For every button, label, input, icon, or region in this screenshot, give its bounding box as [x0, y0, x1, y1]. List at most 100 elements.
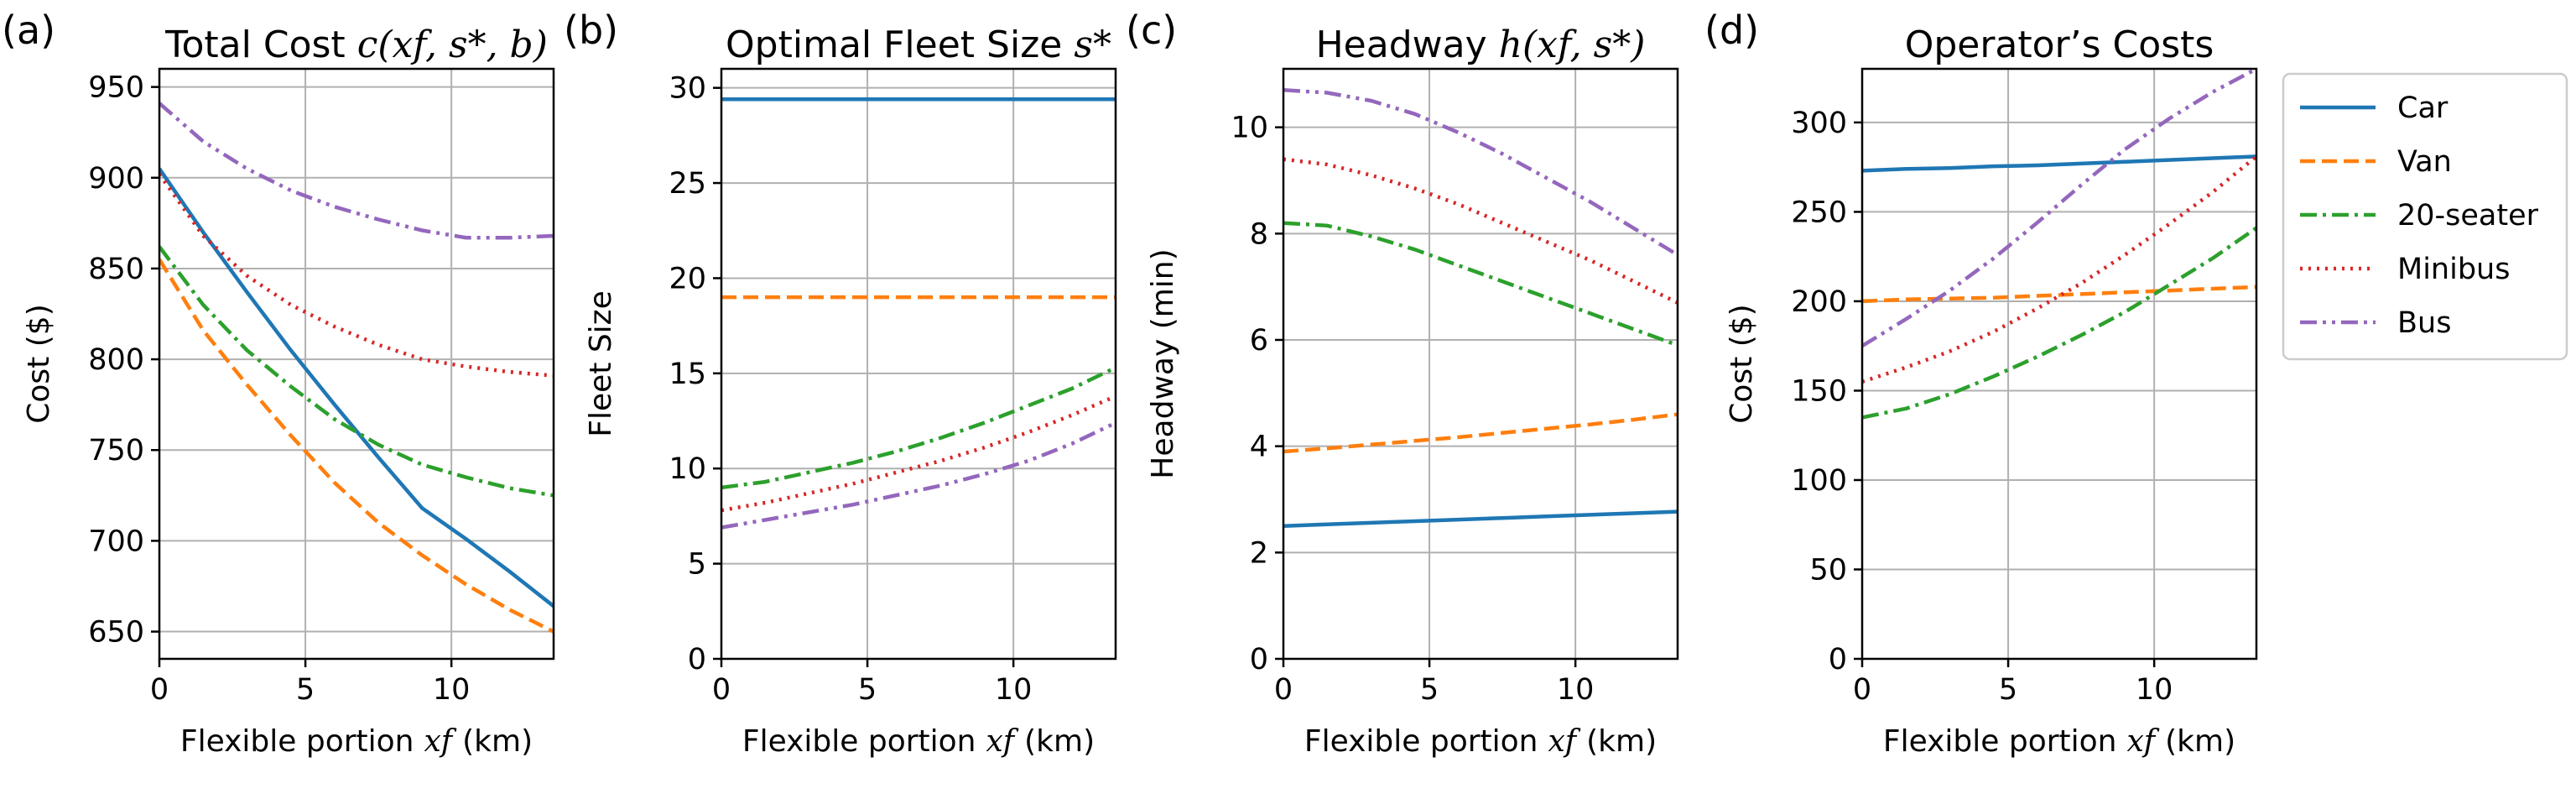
series-line-car — [159, 167, 554, 608]
y-tick-label: 300 — [1791, 107, 1847, 140]
legend: Car Van 20-seater Minibus Bus — [2282, 72, 2568, 361]
y-tick-label: 950 — [88, 71, 144, 105]
chart-title-math: s* — [1074, 24, 1111, 66]
x-axis-label-suffix: (km) — [2165, 724, 2235, 759]
series-line-seater20 — [1862, 226, 2256, 420]
chart-title-text: Total Cost — [164, 24, 346, 66]
y-tick-label: 2 — [1250, 536, 1268, 570]
y-tick-label: 30 — [669, 72, 706, 106]
legend-frame — [2282, 72, 2568, 361]
y-tick-label: 6 — [1250, 324, 1268, 358]
panel-label: (b) — [564, 8, 618, 53]
series-line-van — [1283, 412, 1678, 454]
y-tick-label: 650 — [88, 616, 144, 650]
x-tick-label: 0 — [150, 673, 169, 707]
x-axis-label-suffix: (km) — [1024, 724, 1095, 759]
y-tick-label: 0 — [688, 643, 706, 676]
axes-frame — [1860, 67, 2258, 661]
axes-frame — [1282, 67, 1679, 661]
y-tick-label: 4 — [1250, 431, 1268, 464]
y-tick-label: 8 — [1250, 217, 1268, 251]
y-axis-label: Fleet Size — [584, 290, 618, 436]
y-tick-label: 800 — [88, 343, 144, 377]
x-axis-label-suffix: (km) — [1586, 724, 1657, 759]
series-line-minibus — [1283, 157, 1678, 305]
panel-label: (d) — [1704, 8, 1759, 53]
x-axis-label: Flexible portion xf (km) — [180, 724, 533, 759]
x-tick-label: 10 — [2136, 673, 2173, 707]
chart-title: Optimal Fleet Size s* — [726, 24, 1111, 66]
series-line-minibus — [721, 394, 1116, 513]
series-line-bus — [721, 420, 1116, 530]
series-line-car — [1862, 154, 2256, 173]
series-line-bus — [1862, 69, 2256, 348]
chart-title-text: Operator’s Costs — [1905, 24, 2214, 66]
y-tick-label: 15 — [669, 358, 706, 391]
legend-label-seater20: 20-seater — [2397, 199, 2539, 232]
legend-label-minibus: Minibus — [2397, 253, 2510, 286]
series-line-minibus — [1862, 154, 2256, 384]
y-tick-label: 0 — [1250, 643, 1268, 676]
chart-title-text: Headway — [1316, 24, 1487, 66]
chart-panel-2: 0 5 10 0 2 4 6 8 10 (c) Headway h(xf, s*) Flexible p… — [1126, 8, 1679, 759]
series-line-seater20 — [1283, 221, 1678, 347]
series-line-minibus — [159, 173, 554, 378]
x-tick-label: 10 — [433, 673, 471, 707]
y-tick-label: 150 — [1791, 374, 1847, 408]
chart-title: Headway h(xf, s*) — [1316, 24, 1646, 66]
y-tick-label: 25 — [669, 167, 706, 201]
x-axis-label: Flexible portion xf (km) — [1304, 724, 1657, 759]
x-tick-label: 5 — [858, 673, 877, 707]
x-axis-label-prefix: Flexible portion — [742, 724, 976, 759]
legend-label-van: Van — [2397, 145, 2452, 179]
chart-panel-1: 0 5 10 0 5 10 15 20 25 30 (b) Optimal Fleet Size s* F… — [564, 8, 1117, 759]
y-tick-label: 50 — [1809, 553, 1847, 587]
y-tick-label: 5 — [688, 548, 706, 582]
chart-title-math: c(xf, s*, b) — [357, 24, 548, 66]
y-tick-label: 750 — [88, 434, 144, 467]
y-tick-label: 900 — [88, 162, 144, 196]
y-tick-label: 850 — [88, 253, 144, 286]
series-line-seater20 — [159, 245, 554, 498]
series-line-van — [159, 258, 554, 634]
legend-label-car: Car — [2397, 91, 2449, 125]
axes-frame — [158, 67, 555, 661]
x-tick-label: 0 — [1853, 673, 1871, 707]
panel-label: (a) — [2, 8, 55, 53]
y-axis-label: Headway (min) — [1146, 248, 1180, 478]
x-axis-label-math: xf — [986, 724, 1018, 759]
x-axis-label-math: xf — [2126, 724, 2159, 759]
chart-title: Total Cost c(xf, s*, b) — [164, 24, 548, 66]
x-tick-label: 5 — [296, 673, 315, 707]
y-tick-label: 200 — [1791, 285, 1847, 319]
chart-title: Operator’s Costs — [1905, 24, 2214, 66]
chart-title-text: Optimal Fleet Size — [726, 24, 1062, 66]
panel-label: (c) — [1126, 8, 1177, 53]
y-axis-label: Cost ($) — [1725, 304, 1759, 423]
y-tick-label: 0 — [1829, 643, 1847, 676]
x-axis-label-math: xf — [424, 724, 456, 759]
series-line-seater20 — [721, 365, 1116, 490]
series-line-van — [1862, 285, 2256, 304]
y-tick-label: 20 — [669, 262, 706, 295]
y-tick-label: 100 — [1791, 464, 1847, 498]
y-axis-label: Cost ($) — [22, 304, 56, 423]
x-axis-label-suffix: (km) — [462, 724, 533, 759]
x-tick-label: 0 — [1274, 673, 1293, 707]
x-axis-label: Flexible portion xf (km) — [1883, 724, 2235, 759]
chart-title-math: h(xf, s*) — [1499, 24, 1646, 66]
series-line-bus — [1283, 88, 1678, 257]
x-axis-label-math: xf — [1548, 724, 1580, 759]
chart-panel-0: 0 5 10 650 700 750 800 850 900 950 (a) Total Cost c(… — [2, 8, 555, 759]
series-line-bus — [159, 102, 554, 240]
series-line-car — [1283, 509, 1678, 528]
x-axis-label-prefix: Flexible portion — [180, 724, 414, 759]
y-tick-label: 10 — [1231, 112, 1268, 145]
y-tick-label: 700 — [88, 525, 144, 558]
y-tick-label: 250 — [1791, 196, 1847, 229]
x-tick-label: 0 — [712, 673, 731, 707]
x-tick-label: 5 — [1420, 673, 1439, 707]
y-tick-label: 10 — [669, 452, 706, 486]
